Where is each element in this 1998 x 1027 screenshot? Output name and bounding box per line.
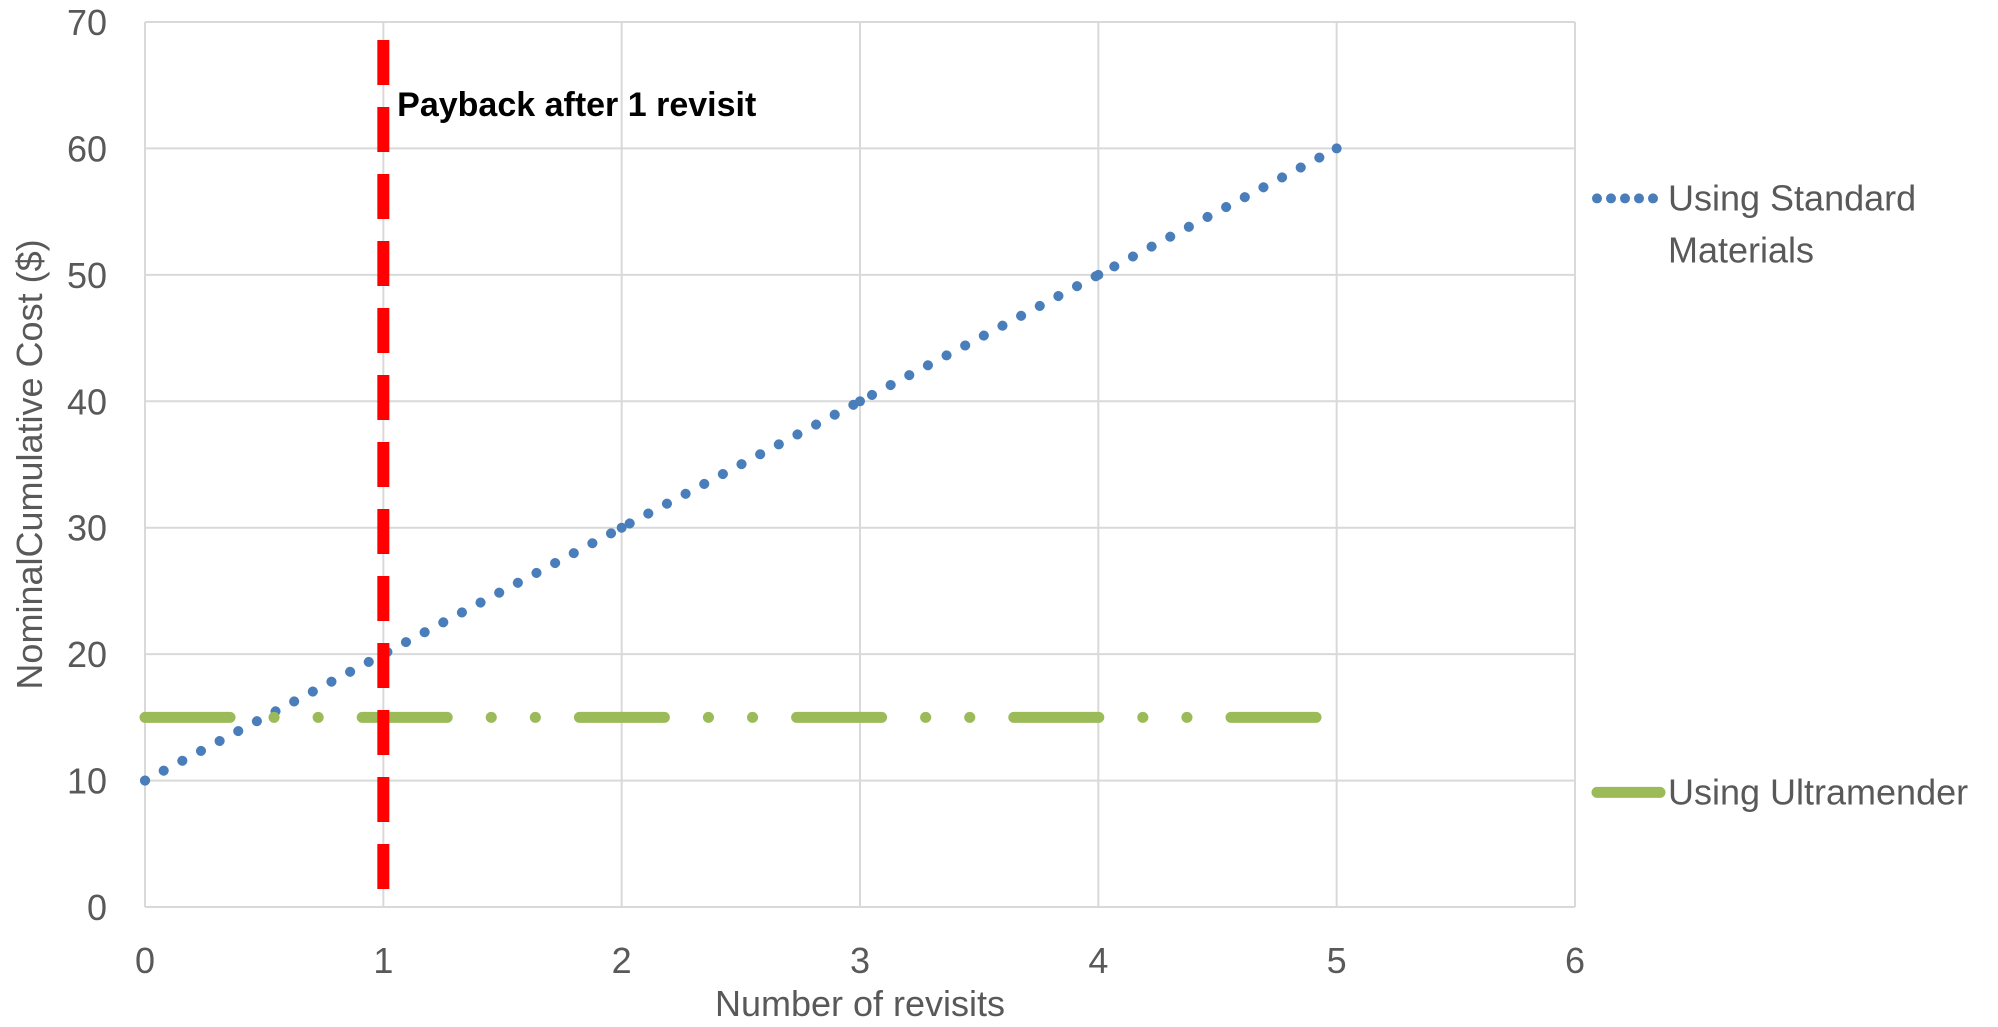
payback-annotation: Payback after 1 revisit <box>397 86 756 124</box>
x-tick-label: 0 <box>135 940 155 981</box>
tick-labels: 0 10 20 30 40 50 60 70 0 1 2 3 4 5 6 <box>67 2 1585 981</box>
x-tick-label: 2 <box>612 940 632 981</box>
y-tick-label: 40 <box>67 381 107 422</box>
legend-swatch-dot <box>1634 193 1644 204</box>
x-tick-label: 5 <box>1327 940 1347 981</box>
data-point <box>855 396 865 407</box>
x-tick-label: 1 <box>373 940 393 981</box>
legend-label-line: Using Standard <box>1668 177 1916 218</box>
y-tick-label: 0 <box>87 887 107 928</box>
y-tick-label: 10 <box>67 761 107 802</box>
x-tick-label: 4 <box>1088 940 1108 981</box>
x-tick-label: 3 <box>850 940 870 981</box>
legend-label-standard-materials: Using Standard Materials <box>1668 177 1916 270</box>
legend-label-line: Materials <box>1668 229 1814 270</box>
y-tick-label: 60 <box>67 128 107 169</box>
data-point <box>1093 269 1104 280</box>
legend-swatch-dot <box>1606 193 1616 204</box>
data-point <box>140 775 150 786</box>
y-tick-label: 30 <box>67 508 107 549</box>
y-tick-label: 50 <box>67 255 107 296</box>
legend-swatch-dot <box>1592 193 1602 204</box>
series-layer <box>139 143 1343 786</box>
y-tick-label: 20 <box>67 634 107 675</box>
legend-swatch-dot <box>1620 193 1630 204</box>
legend-swatch-dot <box>1648 193 1658 204</box>
data-point <box>1331 143 1342 154</box>
legend-label-line: Using Ultramender <box>1668 771 1968 812</box>
grid <box>144 21 1576 908</box>
x-tick-label: 6 <box>1565 940 1585 981</box>
series-line-standard-materials <box>140 143 1342 786</box>
data-point <box>616 522 627 533</box>
y-tick-label: 70 <box>67 2 107 43</box>
y-axis-title: NominalCumulative Cost ($) <box>9 239 50 689</box>
legend: Using Standard Materials Using Ultramender <box>1591 177 1968 812</box>
x-axis-title: Number of revisits <box>715 983 1005 1024</box>
legend-label-ultramender: Using Ultramender <box>1668 771 1968 812</box>
